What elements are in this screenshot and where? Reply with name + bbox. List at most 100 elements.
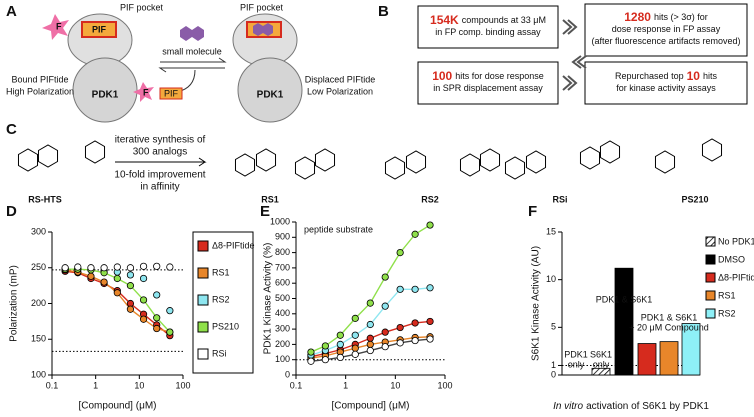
pocket-label: PIF pocket — [120, 2, 164, 12]
fluorophore — [42, 14, 69, 40]
legend-label: DMSO — [718, 254, 745, 264]
legend-label: RS1 — [212, 267, 230, 277]
group-label: S6K1 — [590, 349, 612, 359]
legend-swatch — [705, 254, 716, 265]
compound-label: RS2 — [421, 194, 439, 204]
y-tick-label: 250 — [31, 262, 46, 272]
y-tick-label: 0 — [551, 369, 556, 379]
data-point — [307, 357, 315, 365]
step-text: in SPR displacement assay — [433, 83, 543, 93]
data-point — [139, 262, 148, 270]
data-point — [74, 263, 82, 271]
ring — [405, 150, 427, 174]
caption-part: In vitro — [553, 401, 583, 412]
panel-letter: D — [6, 203, 17, 220]
annotation: peptide substrate — [304, 224, 373, 234]
data-point — [139, 296, 148, 304]
state-label: Displaced PIFtide — [305, 74, 376, 84]
data-point — [411, 285, 419, 293]
panel-letter: F — [528, 203, 537, 220]
text-segment: Repurchased top — [615, 71, 684, 81]
caption: In vitro activation of S6K1 by PDK1 — [553, 401, 709, 412]
data-point — [351, 314, 359, 322]
data-point — [307, 348, 315, 356]
pif-label: PIF — [92, 24, 107, 34]
y-tick-label: 150 — [31, 334, 46, 344]
text-segment: 1280 — [624, 10, 651, 24]
step-text: in FP comp. binding assay — [435, 27, 541, 37]
synthesis-arrow — [115, 157, 207, 167]
arrow-note: in affinity — [140, 182, 179, 193]
legend-label: RSi — [212, 348, 227, 358]
step-text: (after fluorescence artifacts removed) — [591, 36, 740, 46]
data-point — [411, 230, 419, 238]
text-segment: 154K — [430, 13, 459, 27]
data-point — [351, 350, 359, 358]
pocket-label: PIF pocket — [240, 2, 284, 12]
y-tick-label: 900 — [275, 232, 290, 242]
y-tick-label: 300 — [275, 323, 290, 333]
ring — [504, 156, 526, 180]
y-axis-label: Polarization (mP) — [9, 265, 20, 342]
data-point — [87, 264, 95, 272]
ring — [654, 150, 676, 174]
legend-swatch — [197, 348, 209, 360]
molecule — [192, 26, 204, 41]
data-point — [381, 343, 389, 351]
text-segment: hits — [703, 71, 718, 81]
data-point — [351, 344, 359, 352]
molecule — [253, 23, 263, 36]
legend-swatch — [197, 240, 209, 252]
ring — [314, 148, 336, 172]
ring — [17, 148, 39, 172]
text-segment: hits for dose response — [455, 71, 544, 81]
ring — [479, 148, 501, 172]
pif-label: PIF — [164, 88, 179, 98]
compound-label: RSi — [552, 194, 567, 204]
arrow-text: 300 analogs — [133, 147, 188, 158]
data-point — [366, 320, 374, 329]
protein-label: PDK1 — [257, 90, 284, 101]
data-point — [426, 317, 434, 326]
data-point — [126, 282, 135, 290]
ring — [234, 153, 256, 177]
data-point — [411, 336, 419, 345]
data-point — [366, 346, 374, 355]
step-text: 100 hits for dose response — [432, 69, 544, 83]
text-segment: in FP comp. binding assay — [435, 27, 541, 37]
ring — [459, 153, 481, 177]
y-tick-label: 1000 — [270, 216, 290, 226]
text-segment: (after fluorescence artifacts removed) — [591, 36, 740, 46]
legend-swatch — [197, 294, 209, 306]
data-point — [153, 262, 161, 270]
pif-peptide — [81, 21, 117, 38]
ring — [701, 138, 723, 162]
data-point — [426, 221, 434, 229]
panel-letter: C — [6, 121, 17, 138]
y-tick-label: 5 — [551, 322, 556, 332]
group-label: PDK1 & S6K1 — [596, 294, 653, 304]
data-point — [139, 274, 148, 283]
data-point — [113, 263, 121, 271]
data-point — [153, 324, 161, 333]
compound-label: RS1 — [261, 194, 279, 204]
y-tick-label: 200 — [31, 298, 46, 308]
bar — [637, 343, 657, 376]
data-point — [381, 328, 389, 336]
legend-label: No PDK1 — [718, 236, 754, 246]
x-axis-label: [Compound] (μM) — [331, 401, 409, 412]
data-point — [126, 271, 135, 279]
step-text: 154K compounds at 33 μM — [430, 13, 546, 27]
y-tick-label: 300 — [31, 226, 46, 236]
data-point — [100, 264, 108, 272]
pif-peptide — [159, 87, 183, 100]
state-label: High Polarization — [6, 86, 74, 96]
ring — [84, 140, 106, 164]
text-segment: 100 — [432, 69, 452, 83]
x-tick-label: 100 — [437, 380, 452, 390]
group-label: only — [593, 359, 610, 369]
data-point — [126, 305, 135, 313]
data-point — [396, 339, 404, 347]
data-point — [61, 264, 69, 272]
